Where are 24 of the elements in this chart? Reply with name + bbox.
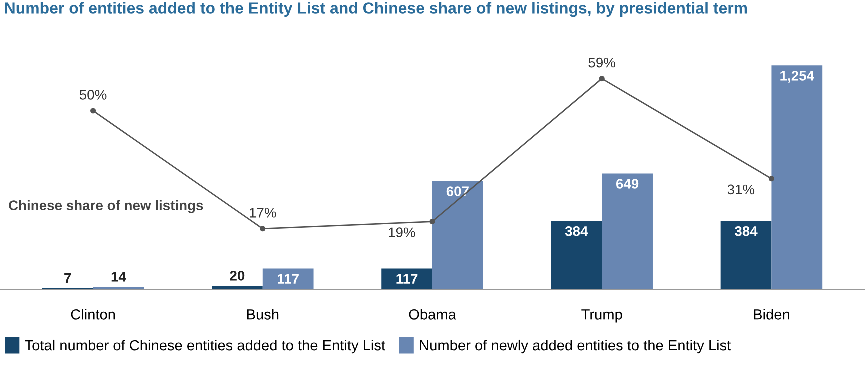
data-label: 117 xyxy=(278,274,299,284)
data-label: 17% xyxy=(250,208,276,218)
data-label: 50% xyxy=(80,90,107,100)
x-tick-label: Clinton xyxy=(71,309,116,320)
x-tick-label: Bush xyxy=(247,309,279,320)
data-label: 384 xyxy=(735,226,758,236)
data-label: 384 xyxy=(565,226,588,236)
data-label: 117 xyxy=(396,274,418,284)
data-label: 607 xyxy=(446,186,469,196)
data-label: 20 xyxy=(230,271,245,281)
chart-title: Number of entities added to the Entity List and Chinese share of new listings, by presidential term xyxy=(5,2,748,18)
x-tick-label: Biden xyxy=(754,309,790,320)
data-label: 1,254 xyxy=(780,71,814,83)
data-label: 19% xyxy=(389,228,416,238)
data-label: 31% xyxy=(728,184,755,195)
x-tick-label: Trump xyxy=(582,310,622,323)
data-label: 14 xyxy=(112,272,126,282)
legend-label: Number of newly added entities to the Entity List xyxy=(420,340,732,354)
legend-label: Total number of Chinese entities added to the Entity List xyxy=(25,340,386,354)
data-label: 7 xyxy=(64,273,72,284)
series-label: Chinese share of new listings xyxy=(9,200,204,214)
x-tick-label: Obama xyxy=(409,309,456,320)
data-label: 59% xyxy=(588,58,616,68)
data-label: 649 xyxy=(616,179,639,189)
